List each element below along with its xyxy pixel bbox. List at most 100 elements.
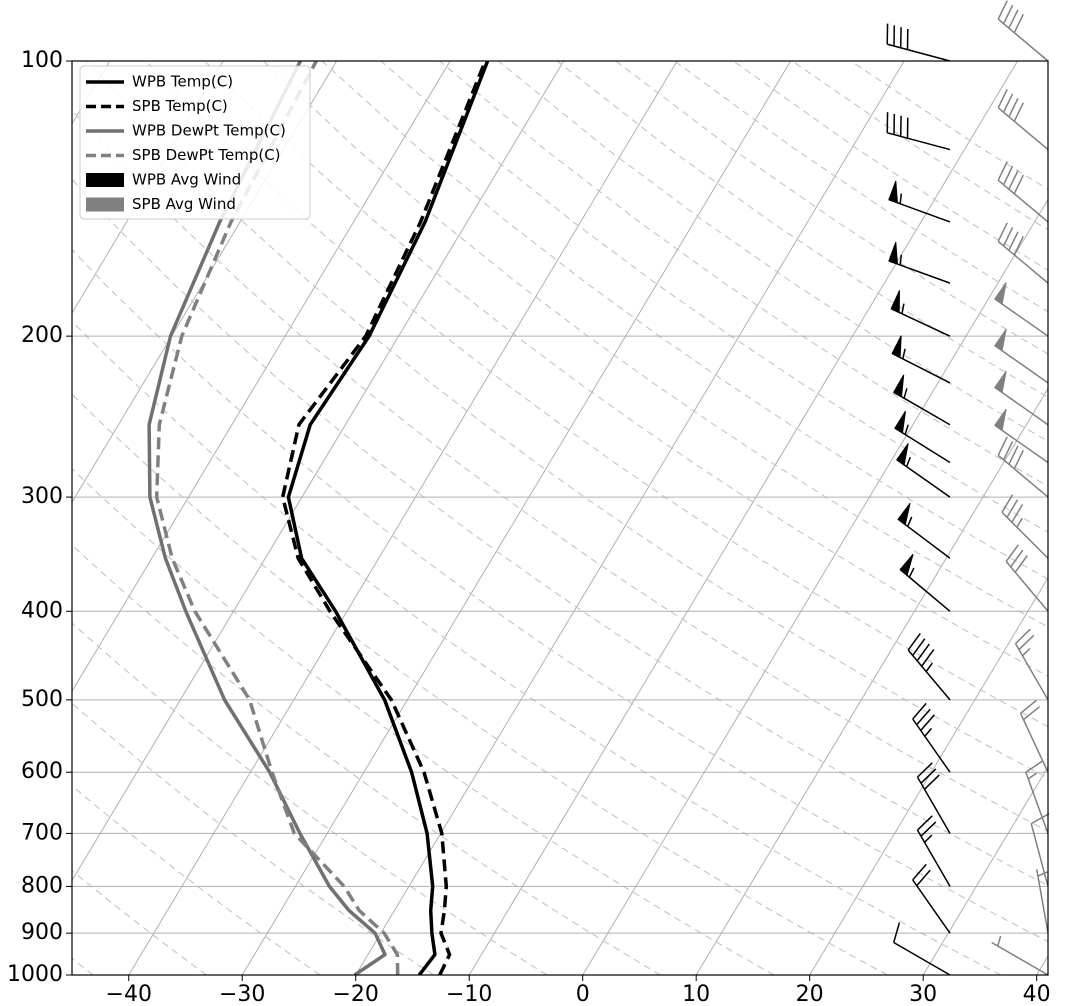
x-tick-label: −40 <box>106 982 152 1006</box>
barb-lines <box>997 222 1049 284</box>
wind-barb <box>997 0 1049 62</box>
barb-flags <box>899 553 914 577</box>
y-tick-label: 100 <box>21 48 63 73</box>
wind-barb <box>994 282 1049 337</box>
barb-flags <box>994 408 1007 432</box>
barb-lines <box>1014 628 1049 701</box>
wind-barb <box>899 553 951 612</box>
wind-barb <box>912 702 951 773</box>
wind-barb <box>912 863 951 934</box>
legend-label: SPB Avg Wind <box>132 195 236 213</box>
y-tick-label: 500 <box>21 687 63 712</box>
wind-barb <box>916 762 951 834</box>
barb-lines <box>1030 812 1050 887</box>
dry-adiabat <box>204 61 1048 677</box>
profile-line <box>147 61 387 975</box>
y-tick-label: 300 <box>21 484 63 509</box>
barb-flags <box>888 180 898 204</box>
isotherm <box>72 61 565 882</box>
wind-barb <box>1025 760 1049 834</box>
barb-lines <box>894 424 951 464</box>
dry-adiabat <box>850 61 1048 191</box>
x-tick-label: 40 <box>1023 982 1051 1006</box>
barb-lines <box>1035 869 1049 934</box>
barb-flags <box>994 282 1007 305</box>
barb-flags <box>994 328 1007 352</box>
legend-label: WPB Temp(C) <box>132 73 233 91</box>
profile-line <box>280 61 487 975</box>
isotherm <box>922 765 1048 975</box>
legend-label: SPB DewPt Temp(C) <box>132 146 281 164</box>
legend-label: WPB Avg Wind <box>132 171 241 189</box>
y-tick-label: 800 <box>21 873 63 898</box>
wind-barb <box>888 180 951 223</box>
dry-adiabat <box>72 702 434 975</box>
isotherm <box>695 387 1048 975</box>
barb-lines <box>1001 494 1049 559</box>
x-tick-label: 30 <box>909 982 937 1006</box>
wind-barb <box>896 443 951 498</box>
y-tick-label: 600 <box>21 759 63 784</box>
legend-patch <box>86 173 124 187</box>
dry-adiabat <box>72 178 1048 887</box>
wind-barb <box>991 935 1049 976</box>
barb-lines <box>916 762 951 834</box>
dry-adiabat <box>72 544 661 975</box>
barb-lines <box>907 632 951 701</box>
x-tick-label: 0 <box>576 982 590 1006</box>
x-tick-label: 10 <box>682 982 710 1006</box>
barb-lines <box>912 863 951 934</box>
dry-adiabat <box>791 61 1048 231</box>
isotherm <box>241 61 792 975</box>
wind-barb <box>1035 869 1049 934</box>
wind-barb <box>886 23 951 62</box>
barb-flags <box>888 241 898 265</box>
barb-flags <box>994 370 1007 394</box>
dry-adiabat <box>674 61 1048 313</box>
barb-lines <box>886 112 951 151</box>
barb-lines <box>994 386 1049 426</box>
barb-flags <box>897 502 911 526</box>
barb-lines <box>893 388 951 426</box>
dry-adiabat <box>72 622 548 975</box>
wind-barb <box>1014 628 1049 701</box>
wind-barb <box>997 88 1049 151</box>
barb-lines <box>888 193 951 223</box>
wind-barb <box>997 222 1049 284</box>
wind-barb <box>892 922 951 976</box>
dry-adiabat <box>497 61 1048 442</box>
wind-barb <box>1001 494 1049 559</box>
barb-lines <box>1005 544 1049 612</box>
barb-lines <box>997 88 1049 151</box>
legend-patch <box>86 197 124 212</box>
barb-flags <box>894 410 906 434</box>
barb-lines <box>994 298 1049 337</box>
barb-lines <box>899 567 951 612</box>
barb-lines <box>1019 699 1049 773</box>
barb-lines <box>912 702 951 773</box>
wind-barb <box>997 161 1049 223</box>
barb-lines <box>1025 760 1049 834</box>
profile-line <box>286 61 490 975</box>
wind-barb <box>886 112 951 151</box>
y-tick-label: 400 <box>21 598 63 623</box>
wind-barb <box>891 335 951 384</box>
x-tick-label: −20 <box>333 982 379 1006</box>
wind-barb <box>894 410 951 464</box>
background-lines <box>72 61 1048 975</box>
y-tick-label: 200 <box>21 323 63 348</box>
isotherm <box>128 61 678 975</box>
barb-flags <box>893 374 905 398</box>
y-tick-label: 900 <box>21 920 63 945</box>
dry-adiabat <box>72 248 1048 943</box>
legend-label: SPB Temp(C) <box>132 97 228 115</box>
barb-flags <box>896 443 909 466</box>
plot-frame <box>71 60 1049 976</box>
barb-lines <box>997 436 1049 498</box>
isotherm <box>1036 955 1048 975</box>
barb-lines <box>897 516 951 559</box>
isotherm <box>582 198 1048 975</box>
legend-box <box>79 65 311 220</box>
dry-adiabat <box>72 784 321 975</box>
